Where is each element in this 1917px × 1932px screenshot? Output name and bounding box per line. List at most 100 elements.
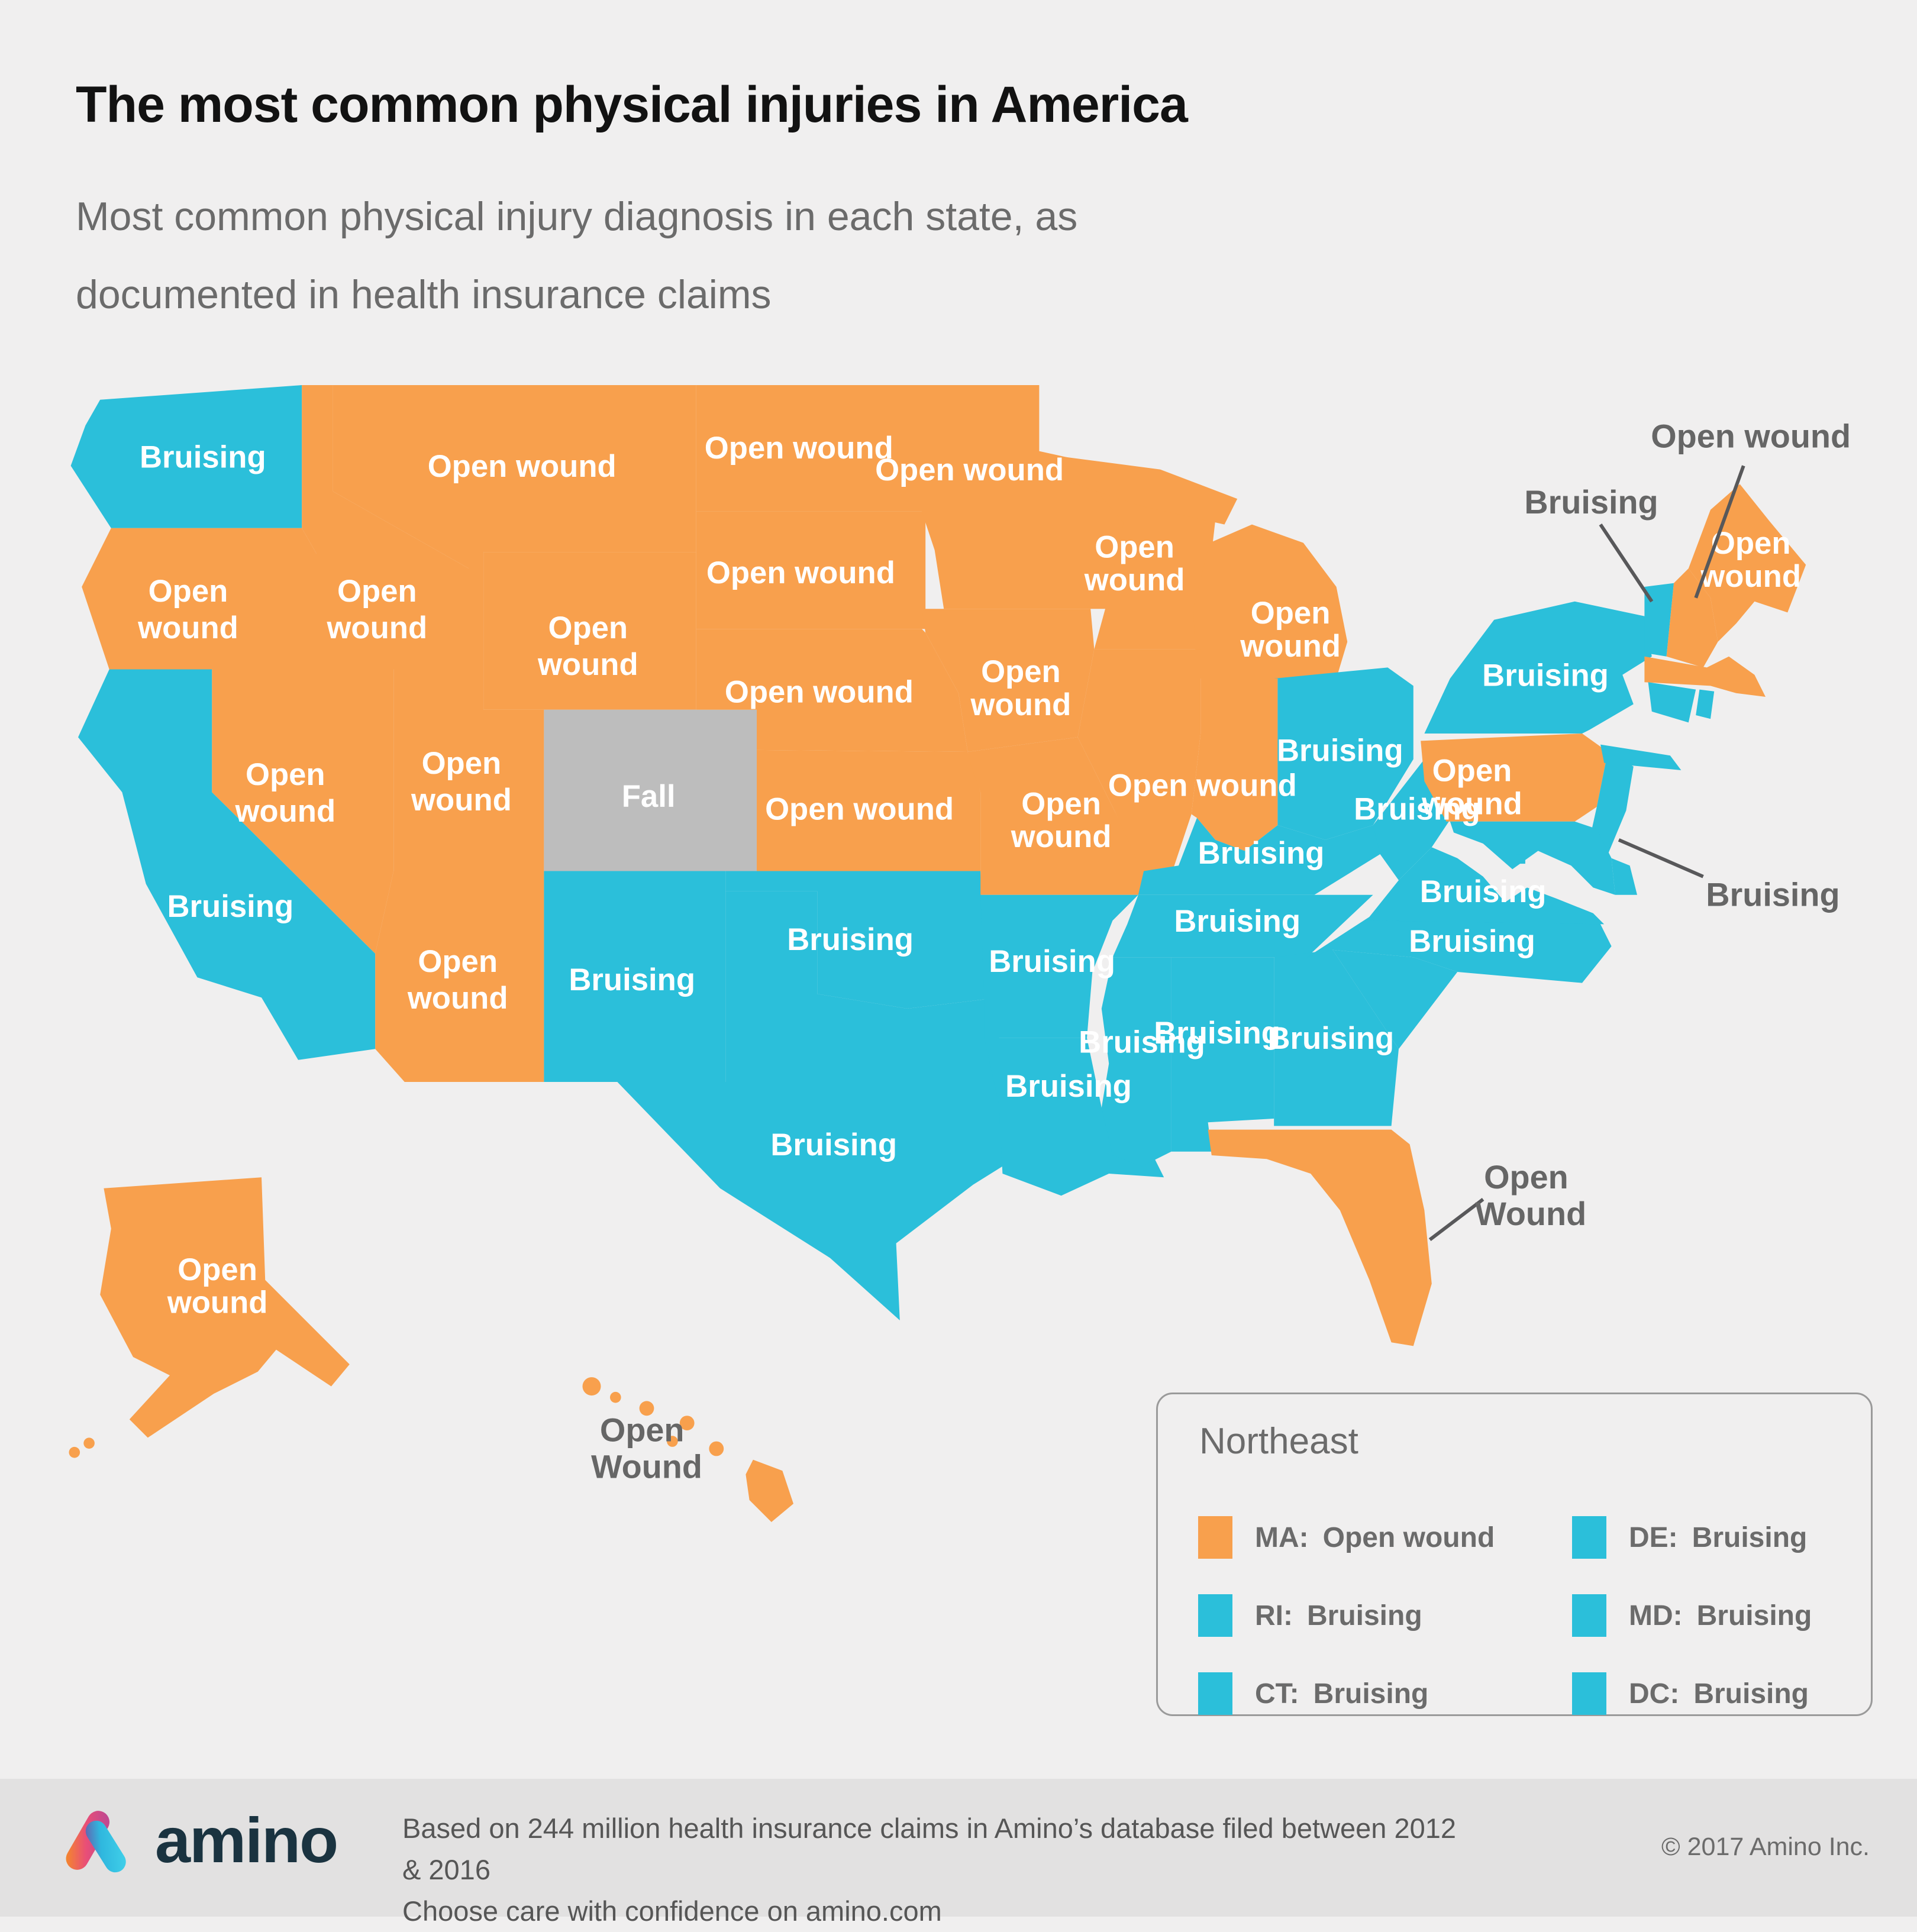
callout-text-NH: Open wound (1651, 417, 1851, 454)
legend-injury-CT: Bruising (1313, 1678, 1429, 1710)
state-PA (1421, 734, 1608, 822)
state-NE (696, 629, 968, 752)
state-KS (757, 749, 981, 871)
state-MO (967, 737, 1148, 895)
logo-right-leg (85, 1820, 126, 1873)
legend-column-2: DE: Bruising MD: Bruising DC: Bruising (1572, 1510, 1812, 1744)
state-label-MO: Open wound (1011, 786, 1112, 854)
state-label-AK: Open wound (167, 1252, 268, 1320)
state-label-WI: Open wound (1084, 529, 1185, 597)
state-GA (1274, 949, 1399, 1126)
state-TN (1112, 894, 1373, 958)
state-label-CO: Fall (622, 779, 676, 814)
us-choropleth-map: Bruising Open wound Bruising Open wound Op… (41, 367, 1876, 1650)
state-label-PA: Open wound (1421, 754, 1522, 822)
callout-line-NJ (1618, 838, 1704, 878)
state-OR (82, 528, 317, 670)
state-label-NC: Bruising (1409, 924, 1535, 959)
legend-state-MA: MA: (1255, 1521, 1309, 1553)
state-AK-island (83, 1437, 95, 1449)
state-ND (696, 385, 922, 512)
legend-swatch-DC (1572, 1672, 1606, 1715)
state-MI-lower (1193, 524, 1348, 679)
state-CA (78, 669, 376, 1060)
footer-line-1: Based on 244 million health insurance cl… (402, 1813, 1457, 1885)
state-OH (1274, 667, 1413, 840)
state-CO (544, 709, 757, 871)
northeast-legend: Northeast MA: Open wound RI: Bruising CT… (1156, 1393, 1873, 1716)
footer-bar (0, 1779, 1917, 1917)
state-SD (696, 511, 926, 629)
state-label-ME: Open wound (1700, 526, 1801, 594)
state-KY (1138, 818, 1392, 895)
legend-swatch-DE (1572, 1516, 1606, 1559)
state-shapes (69, 385, 1806, 1522)
callout-line-NH (1694, 465, 1745, 599)
legend-state-MD: MD: (1629, 1600, 1683, 1631)
state-HI-island (582, 1377, 601, 1396)
state-AL (1171, 957, 1274, 1152)
legend-item-DE: DE: Bruising (1572, 1510, 1812, 1565)
legend-swatch-RI (1198, 1594, 1232, 1637)
callout-text-HI: Open Wound (591, 1411, 702, 1485)
legend-injury-RI: Bruising (1306, 1600, 1422, 1631)
us-map-svg: Bruising Open wound Bruising Open wound Op… (69, 385, 1851, 1522)
state-IL (1077, 649, 1201, 875)
state-DC (1516, 854, 1525, 864)
state-label-IL-IN: Open wound (1108, 768, 1297, 803)
state-HI-island (610, 1391, 621, 1403)
state-NH (1666, 568, 1718, 668)
legend-item-RI: RI: Bruising (1198, 1588, 1495, 1643)
state-label-MS: Bruising (1079, 1025, 1205, 1059)
page-subtitle: Most common physical injury diagnosis in… (76, 177, 1496, 334)
state-label-WV: Bruising (1354, 792, 1480, 827)
state-MA (1644, 656, 1766, 697)
state-RI (1696, 689, 1715, 719)
state-label-WY: Open wound (537, 610, 638, 682)
legend-state-CT: CT: (1255, 1678, 1299, 1710)
legend-column-1: MA: Open wound RI: Bruising CT: Bruising (1198, 1510, 1495, 1744)
legend-injury-DE: Bruising (1692, 1521, 1808, 1553)
state-CT (1648, 682, 1696, 723)
state-label-TN: Bruising (1174, 904, 1300, 939)
state-AK (100, 1177, 350, 1438)
state-NY (1424, 601, 1652, 734)
state-label-OK: Bruising (787, 922, 914, 957)
state-WY (483, 552, 696, 710)
state-DE (1611, 858, 1637, 895)
state-NM (544, 871, 726, 1082)
legend-state-DC: DC: (1629, 1678, 1680, 1710)
state-NJ (1589, 752, 1634, 855)
state-labels: Bruising Open wound Bruising Open wound Op… (137, 431, 1801, 1320)
callout-text-VT: Bruising (1524, 483, 1658, 521)
state-AK-island (69, 1446, 80, 1458)
state-HI-island (667, 1436, 678, 1447)
legend-item-MA: MA: Open wound (1198, 1510, 1495, 1565)
legend-item-MD: MD: Bruising (1572, 1588, 1812, 1643)
state-label-AZ: Open wound (407, 944, 508, 1016)
state-MS (1101, 957, 1172, 1167)
state-label-VA: Bruising (1420, 874, 1547, 909)
state-ID (302, 385, 484, 670)
state-label-ND: Open wound (705, 431, 893, 466)
state-MT (333, 385, 696, 568)
legend-swatch-MD (1572, 1594, 1606, 1637)
state-HI-island (679, 1416, 695, 1430)
state-label-SD: Open wound (706, 555, 895, 590)
state-AZ (375, 871, 544, 1082)
state-label-LA: Bruising (1005, 1069, 1132, 1104)
state-label-ID: Open wound (326, 574, 427, 645)
legend-item-CT: CT: Bruising (1198, 1666, 1495, 1721)
state-FL (1208, 1129, 1432, 1346)
state-label-NE: Open wound (725, 674, 914, 709)
state-SC (1332, 949, 1458, 1049)
state-AR (980, 894, 1138, 1038)
state-label-OR: Open wound (137, 574, 238, 645)
state-TX (617, 891, 1003, 1320)
state-label-NM: Bruising (569, 962, 695, 997)
state-WA (70, 385, 302, 528)
legend-injury-MD: Bruising (1696, 1600, 1812, 1631)
state-label-KS: Open wound (765, 792, 954, 827)
callout-text-FL: Open Wound (1475, 1158, 1586, 1232)
state-label-GA: Bruising (1267, 1021, 1394, 1056)
